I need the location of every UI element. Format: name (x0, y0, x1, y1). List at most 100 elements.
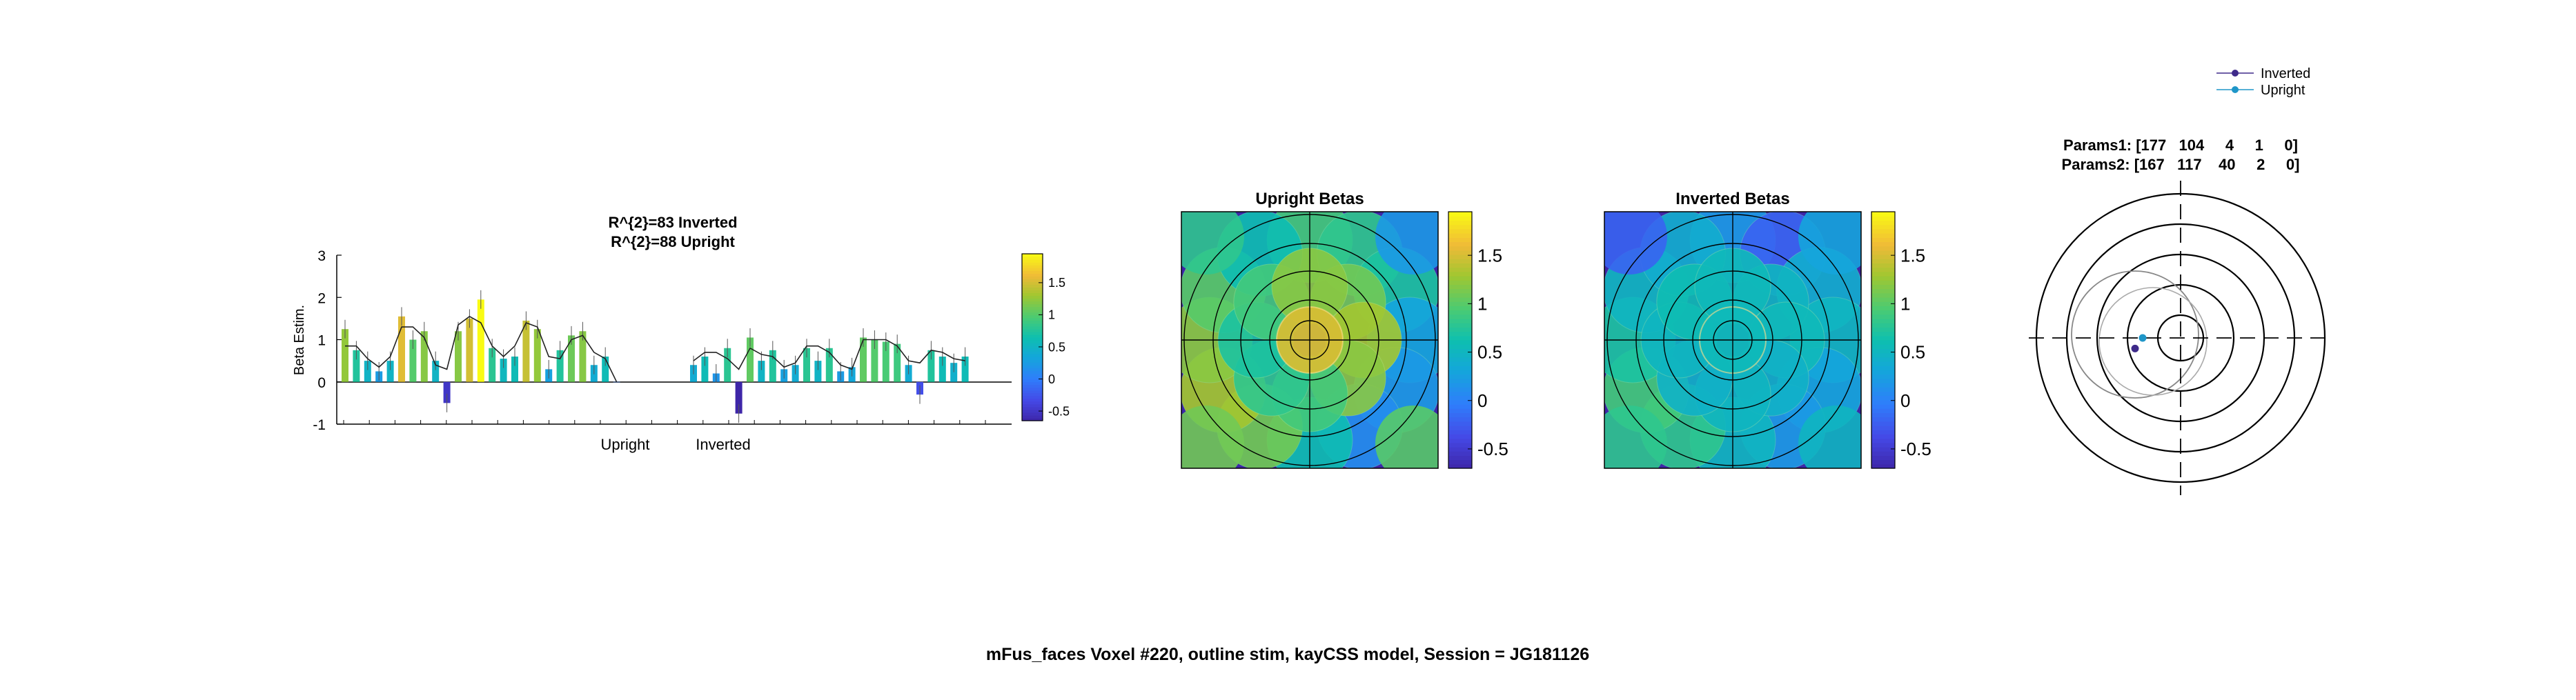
inverted-betas-colorbar-segment (1871, 314, 1895, 319)
bar-upright (511, 357, 518, 382)
upright-betas-colorbar-segment (1448, 250, 1472, 255)
inverted-betas-colorbar-segment (1871, 374, 1895, 379)
upright-betas-colorbar-tick-label: 1.5 (1477, 245, 1502, 266)
bar-colorbar-segment (1022, 303, 1043, 308)
upright-betas-colorbar-segment (1448, 233, 1472, 238)
upright-betas-colorbar-segment (1448, 292, 1472, 298)
upright-betas-colorbar-segment (1448, 459, 1472, 465)
bar-colorbar-segment (1022, 384, 1043, 388)
inverted-betas-colorbar-segment (1871, 451, 1895, 456)
bar-colorbar-segment (1022, 309, 1043, 313)
bar-upright (364, 361, 371, 382)
bar-ytick-label: 2 (317, 290, 326, 306)
upright-betas-blob-corner (1375, 406, 1438, 468)
bar-inverted (758, 361, 765, 382)
upright-betas-colorbar-segment (1448, 228, 1472, 234)
bar-colorbar-segment (1022, 412, 1043, 416)
inverted-betas-colorbar-segment (1871, 395, 1895, 401)
bar-inverted (938, 357, 946, 382)
bar-chart-ylabel: Beta Estim. (292, 305, 307, 375)
upright-betas-colorbar-segment (1448, 276, 1472, 281)
bar-colorbar-segment (1022, 348, 1043, 352)
bar-colorbar-segment (1022, 351, 1043, 354)
bar-colorbar-tick-label: 0 (1048, 372, 1055, 386)
bar-inverted (747, 337, 754, 382)
bar-upright (353, 350, 360, 382)
bar-colorbar-segment (1022, 273, 1043, 277)
bar-colorbar-segment (1022, 295, 1043, 299)
bar-colorbar-segment (1022, 359, 1043, 363)
legend: Inverted Upright (2216, 66, 2310, 98)
inverted-betas-colorbar-segment (1871, 383, 1895, 388)
upright-betas-colorbar-segment (1448, 284, 1472, 290)
inverted-betas-colorbar-segment (1871, 335, 1895, 341)
bar-colorbar-segment (1022, 265, 1043, 268)
bar-upright (568, 335, 575, 382)
inverted-betas-colorbar-segment (1871, 288, 1895, 294)
upright-betas-colorbar-segment (1448, 224, 1472, 230)
bar-colorbar-segment (1022, 268, 1043, 271)
bar-colorbar-segment (1022, 417, 1043, 421)
bar-colorbar-segment (1022, 276, 1043, 279)
bar-colorbar-segment (1022, 406, 1043, 410)
upright-betas-colorbar-segment (1448, 327, 1472, 332)
inverted-betas-colorbar-segment (1871, 220, 1895, 226)
upright-betas-title: Upright Betas (1255, 190, 1364, 208)
upright-betas-colorbar: -0.5 0 0.5 1 1.5 (1448, 211, 1508, 469)
inverted-betas-frame (1604, 211, 1862, 469)
inverted-betas-colorbar-segment (1871, 361, 1895, 366)
bar-chart-yticks: -1 0 1 2 3 (313, 248, 342, 433)
inverted-betas-colorbar-segment (1871, 212, 1895, 217)
inverted-betas-blob-corner (1604, 406, 1667, 468)
group-label-inverted: Inverted (696, 436, 751, 453)
inverted-betas-panel: Inverted Betas -0.5 0 0.5 1 1.5 (1604, 190, 1931, 469)
bar-chart-model-fit (345, 315, 965, 383)
upright-betas-colorbar-segment (1448, 463, 1472, 469)
inverted-betas-colorbar-segment (1871, 301, 1895, 306)
prf-outlines (2071, 270, 2208, 399)
bar-colorbar-segment (1022, 398, 1043, 402)
inverted-betas-colorbar-segment (1871, 378, 1895, 383)
bar-upright (455, 331, 462, 382)
upright-betas-colorbar-segment (1448, 421, 1472, 426)
bar-upright (420, 331, 428, 382)
bar-chart-colorbar: -0.5 0 0.5 1 1.5 (1021, 253, 1070, 421)
upright-betas-colorbar-segment (1448, 335, 1472, 341)
inverted-betas-colorbar-segment (1871, 224, 1895, 230)
upright-betas-colorbar-segment (1448, 340, 1472, 345)
model-fit-line-inverted (693, 339, 965, 370)
bar-inverted (961, 357, 969, 382)
upright-betas-colorbar-segment (1448, 331, 1472, 337)
bar-colorbar-segment (1022, 254, 1043, 257)
bar-inverted (701, 357, 709, 382)
bar-upright (477, 299, 484, 382)
upright-betas-colorbar-segment (1448, 434, 1472, 439)
upright-betas-colorbar-tick-label: -0.5 (1477, 439, 1508, 459)
inverted-betas-colorbar-frame (1871, 211, 1896, 469)
bar-colorbar-segment (1022, 368, 1043, 371)
bar-colorbar-segment (1022, 323, 1043, 327)
prf-polar-panel: Inverted Upright Params1: [177 104 4 1 0… (2029, 66, 2332, 495)
bar-upright (556, 350, 564, 382)
inverted-betas-colorbar-tick-label: 0.5 (1900, 342, 1925, 363)
bar-colorbar-segment (1022, 403, 1043, 408)
bar-colorbar-segment (1022, 320, 1043, 324)
inverted-betas-colorbar-segment (1871, 447, 1895, 452)
bar-upright (386, 361, 394, 382)
bar-colorbar-tick-label: -0.5 (1048, 404, 1070, 418)
bar-inverted (724, 348, 731, 382)
upright-betas-colorbar-segment (1448, 374, 1472, 379)
bar-colorbar-frame (1021, 253, 1043, 421)
inverted-betas-colorbar-segment (1871, 463, 1895, 469)
bar-inverted (803, 348, 810, 382)
prf-center-inverted (2131, 344, 2139, 352)
inverted-betas-colorbar-segment (1871, 344, 1895, 349)
bar-inverted (894, 343, 901, 382)
upright-betas-colorbar-segment (1448, 417, 1472, 422)
bar-colorbar-segment (1022, 284, 1043, 288)
bar-inverted (825, 348, 833, 382)
inverted-betas-colorbar-segment (1871, 399, 1895, 405)
bar-chart-title-line-2: R^{2}=88 Upright (611, 233, 735, 250)
bar-upright (579, 331, 587, 382)
